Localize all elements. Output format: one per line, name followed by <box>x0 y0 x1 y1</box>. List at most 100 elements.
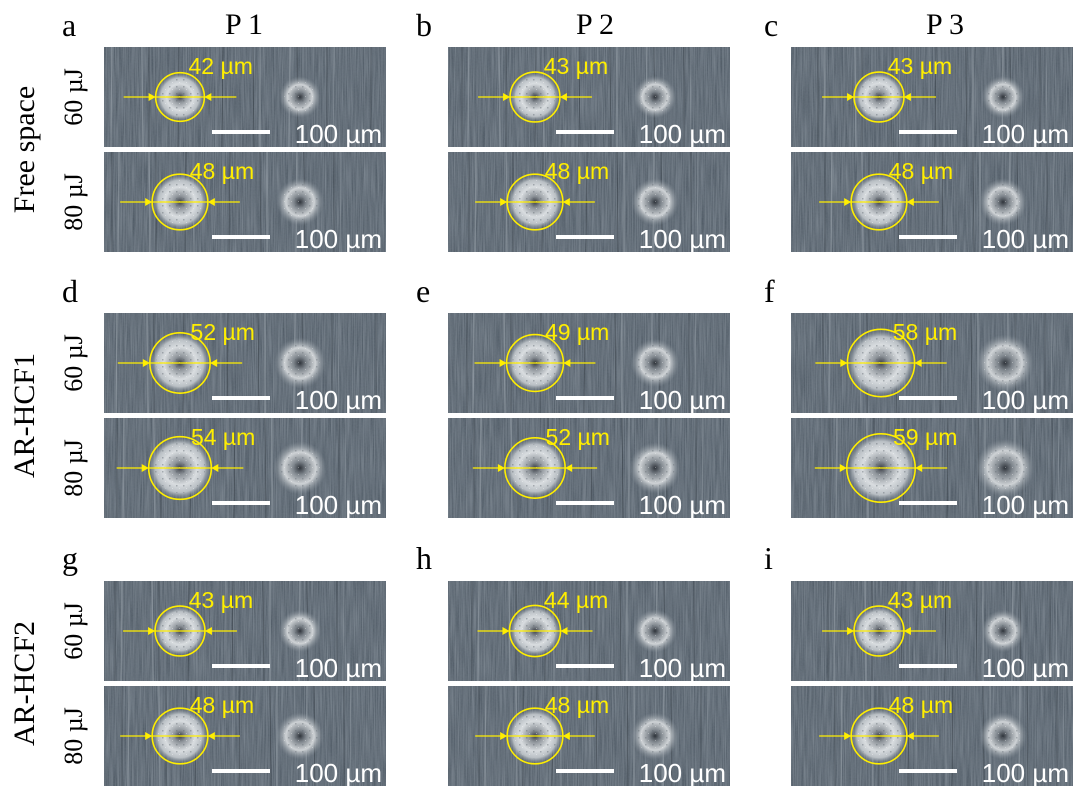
arrow-right-icon <box>565 464 573 472</box>
scratch-line <box>706 685 709 787</box>
scratch-line <box>970 312 973 414</box>
column-header-2: P 2 <box>576 8 614 41</box>
scale-bar-label: 100 µm <box>639 119 726 149</box>
arrow-left-icon <box>847 627 855 635</box>
neighbor-crater-texture <box>986 614 1020 648</box>
arrow-left-icon <box>141 464 149 472</box>
micrograph-b-80uj: 48 µm 100 µm <box>448 151 730 254</box>
neighbor-crater-texture <box>984 183 1022 221</box>
scale-bar <box>212 130 270 134</box>
scratch-line <box>120 580 123 682</box>
arrow-left-icon <box>500 198 508 206</box>
scale-bar-label: 100 µm <box>982 119 1069 149</box>
scale-bar <box>212 235 270 239</box>
arrow-left-icon <box>844 198 852 206</box>
scale-bar <box>899 235 957 239</box>
arrow-left-icon <box>502 627 510 635</box>
panel-letter-c: c <box>764 7 778 43</box>
arrow-right-icon <box>563 359 571 367</box>
scratch-line <box>621 417 624 519</box>
arrow-right-icon <box>903 627 911 635</box>
neighbor-crater-texture <box>279 447 321 489</box>
energy-label: 80 µJ <box>59 707 88 765</box>
arrow-right-icon <box>207 198 215 206</box>
arrow-right-icon <box>210 359 218 367</box>
arrow-left-icon <box>503 93 511 101</box>
arrow-right-icon <box>207 732 215 740</box>
scale-bar <box>899 769 957 773</box>
neighbor-crater-texture <box>280 343 320 383</box>
arrow-left-icon <box>500 732 508 740</box>
column-header-1: P 1 <box>225 8 263 41</box>
arrow-left-icon <box>847 93 855 101</box>
group-label: AR-HCF2 <box>8 621 41 746</box>
micrograph-h-60uj: 44 µm 100 µm <box>448 580 730 683</box>
arrow-right-icon <box>562 198 570 206</box>
panel-letter-a: a <box>62 7 76 43</box>
scratch-line <box>269 685 272 787</box>
neighbor-crater-texture <box>986 80 1020 114</box>
scale-bar <box>899 501 957 505</box>
scale-bar <box>899 130 957 134</box>
scale-bar-label: 100 µm <box>982 758 1069 788</box>
neighbor-crater-texture <box>983 341 1027 385</box>
diameter-label: 43 µm <box>189 587 253 613</box>
scratch-line <box>616 151 619 253</box>
scratch-line <box>965 46 968 148</box>
scale-bar <box>899 664 957 668</box>
micrograph-e-80uj: 52 µm 100 µm <box>448 417 730 520</box>
scale-bar <box>556 664 614 668</box>
scale-bar-label: 100 µm <box>639 385 726 415</box>
scale-bar <box>212 501 270 505</box>
arrow-right-icon <box>914 359 922 367</box>
energy-label: 60 µJ <box>59 334 88 392</box>
panel-letter-b: b <box>416 7 432 43</box>
scale-bar-label: 100 µm <box>295 490 382 520</box>
micrograph-c-60uj: 43 µm 100 µm <box>791 46 1073 149</box>
arrow-left-icon <box>148 627 156 635</box>
energy-label: 60 µJ <box>59 602 88 660</box>
scratch-line <box>337 312 340 414</box>
scale-bar <box>556 235 614 239</box>
diameter-label: 48 µm <box>545 692 609 718</box>
neighbor-crater-texture <box>982 445 1028 491</box>
scratch-line <box>614 312 617 414</box>
diameter-label: 48 µm <box>190 158 254 184</box>
micrograph-g-80uj: 48 µm 100 µm <box>104 685 386 788</box>
scratch-line <box>115 312 118 414</box>
arrow-right-icon <box>915 464 923 472</box>
micrograph-f-80uj: 59 µm 100 µm <box>791 417 1073 520</box>
neighbor-crater-texture <box>635 448 675 488</box>
scratch-line <box>110 46 113 148</box>
diameter-label: 59 µm <box>893 424 957 450</box>
arrow-left-icon <box>145 732 153 740</box>
arrow-left-icon <box>142 359 150 367</box>
diameter-label: 48 µm <box>545 158 609 184</box>
scale-bar-label: 100 µm <box>295 119 382 149</box>
column-header-3: P 3 <box>926 8 964 41</box>
diameter-label: 52 µm <box>191 319 255 345</box>
micrograph-d-60uj: 52 µm 100 µm <box>104 312 386 415</box>
scale-bar-label: 100 µm <box>295 224 382 254</box>
arrow-left-icon <box>497 464 505 472</box>
arrow-right-icon <box>204 93 212 101</box>
scale-bar <box>899 396 957 400</box>
arrow-right-icon <box>906 732 914 740</box>
scratch-line <box>696 151 699 253</box>
scratch-line <box>344 417 347 519</box>
scale-bar <box>556 501 614 505</box>
neighbor-crater-texture <box>636 717 674 755</box>
neighbor-crater-texture <box>283 614 317 648</box>
scratch-line <box>472 312 475 414</box>
diameter-label: 48 µm <box>889 158 953 184</box>
diameter-label: 58 µm <box>893 319 957 345</box>
panel-letter-h: h <box>416 540 432 576</box>
scratch-line <box>1026 685 1029 787</box>
scale-bar <box>556 130 614 134</box>
arrow-left-icon <box>499 359 507 367</box>
micrograph-h-80uj: 48 µm 100 µm <box>448 685 730 788</box>
diameter-label: 48 µm <box>190 692 254 718</box>
neighbor-crater-texture <box>636 344 674 382</box>
scale-bar-label: 100 µm <box>295 653 382 683</box>
scratch-line <box>972 151 975 253</box>
